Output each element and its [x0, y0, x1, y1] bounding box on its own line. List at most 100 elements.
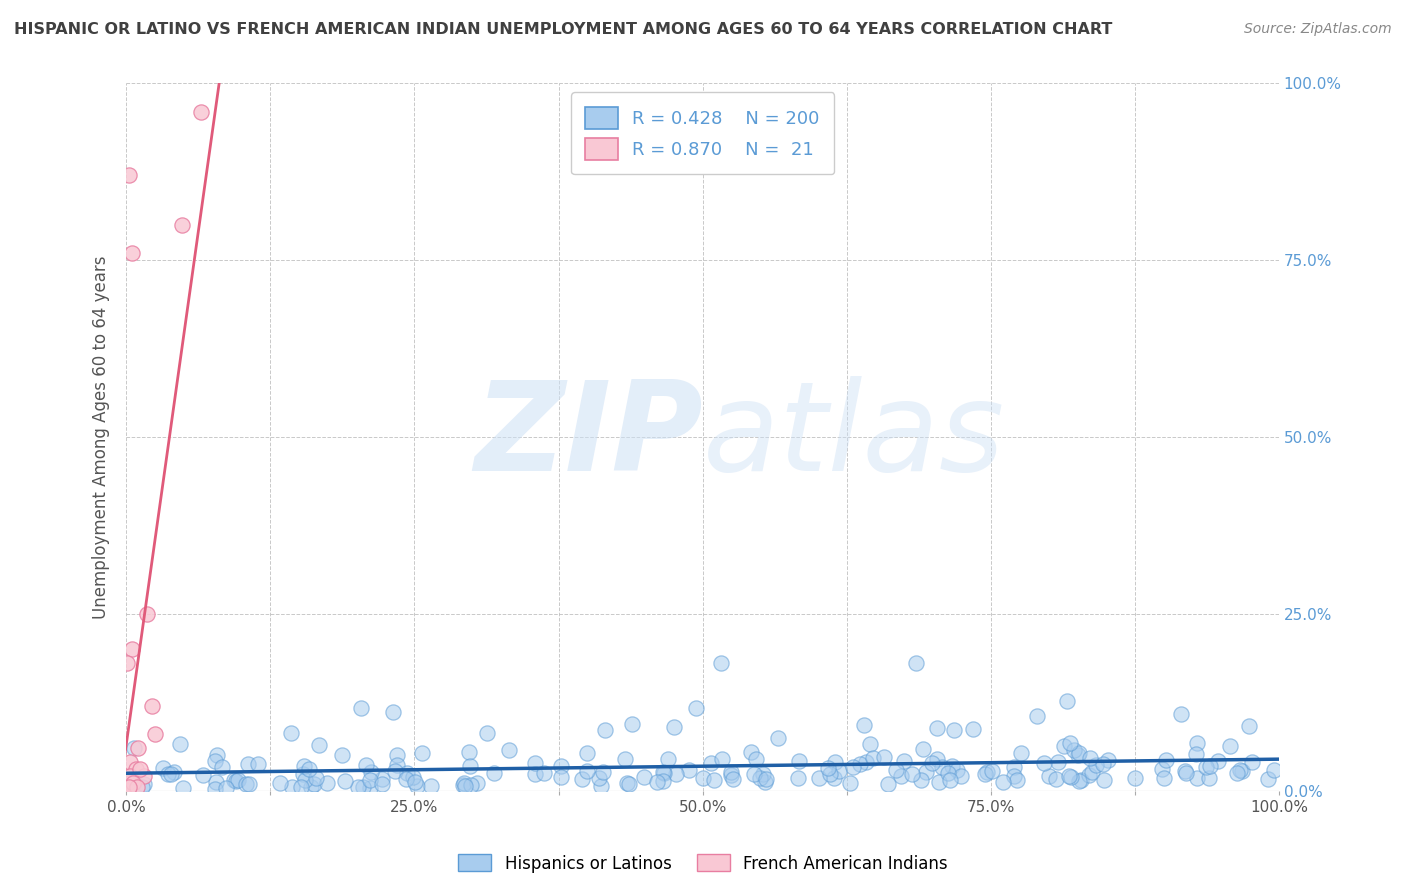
Point	[633, 771, 655, 785]
Point	[131, 780, 153, 794]
Point	[700, 756, 723, 770]
Point	[215, 780, 238, 795]
Point	[127, 741, 149, 756]
Point	[120, 776, 142, 790]
Point	[1154, 753, 1177, 767]
Point	[533, 766, 555, 780]
Point	[665, 767, 688, 781]
Point	[873, 749, 896, 764]
Point	[1045, 772, 1067, 786]
Point	[129, 762, 152, 776]
Point	[651, 764, 673, 779]
Point	[710, 657, 733, 671]
Point	[124, 762, 146, 776]
Point	[411, 746, 433, 760]
Point	[787, 771, 810, 785]
Point	[1005, 772, 1028, 787]
Point	[304, 776, 326, 790]
Point	[710, 752, 733, 766]
Point	[1199, 759, 1222, 773]
Point	[657, 752, 679, 766]
Point	[824, 755, 846, 769]
Point	[1060, 770, 1083, 784]
Point	[588, 772, 610, 786]
Point	[122, 776, 145, 790]
Point	[703, 773, 725, 788]
Point	[458, 745, 481, 759]
Point	[1185, 771, 1208, 785]
Point	[1059, 736, 1081, 750]
Point	[1046, 755, 1069, 769]
Point	[118, 756, 141, 770]
Point	[1229, 764, 1251, 778]
Point	[346, 780, 368, 794]
Point	[236, 756, 259, 771]
Point	[936, 766, 959, 780]
Text: Source: ZipAtlas.com: Source: ZipAtlas.com	[1244, 22, 1392, 37]
Point	[1002, 768, 1025, 782]
Point	[226, 772, 249, 787]
Point	[910, 772, 932, 787]
Point	[292, 759, 315, 773]
Point	[740, 745, 762, 759]
Point	[1063, 743, 1085, 757]
Point	[651, 774, 673, 789]
Point	[117, 657, 139, 671]
Point	[839, 776, 862, 790]
Point	[475, 726, 498, 740]
Point	[204, 782, 226, 797]
Point	[1038, 769, 1060, 783]
Point	[1152, 762, 1174, 776]
Point	[1010, 746, 1032, 760]
Point	[768, 731, 790, 745]
Point	[745, 752, 768, 766]
Point	[1226, 766, 1249, 780]
Point	[121, 246, 143, 260]
Point	[901, 767, 924, 781]
Point	[371, 777, 394, 791]
Point	[1232, 764, 1254, 779]
Point	[1069, 746, 1091, 760]
Point	[404, 774, 426, 789]
Point	[118, 769, 141, 783]
Point	[384, 764, 406, 778]
Point	[1080, 765, 1102, 780]
Point	[396, 766, 419, 780]
Point	[125, 780, 148, 794]
Point	[117, 776, 139, 790]
Point	[169, 737, 191, 751]
Point	[370, 772, 392, 786]
Point	[748, 771, 770, 785]
Point	[592, 764, 614, 779]
Point	[945, 763, 967, 777]
Point	[817, 761, 839, 775]
Point	[172, 780, 194, 795]
Point	[1070, 773, 1092, 788]
Point	[225, 774, 247, 789]
Point	[298, 762, 321, 776]
Point	[931, 760, 953, 774]
Point	[141, 698, 163, 713]
Point	[387, 758, 409, 772]
Point	[981, 764, 1004, 779]
Point	[330, 748, 353, 763]
Point	[121, 642, 143, 657]
Point	[204, 775, 226, 789]
Point	[576, 764, 599, 779]
Point	[755, 772, 778, 786]
Point	[1175, 766, 1198, 780]
Point	[524, 767, 547, 781]
Point	[976, 764, 998, 779]
Point	[742, 767, 765, 781]
Text: HISPANIC OR LATINO VS FRENCH AMERICAN INDIAN UNEMPLOYMENT AMONG AGES 60 TO 64 YE: HISPANIC OR LATINO VS FRENCH AMERICAN IN…	[14, 22, 1112, 37]
Point	[238, 777, 260, 791]
Point	[939, 772, 962, 787]
Point	[406, 779, 429, 793]
Point	[1067, 747, 1090, 762]
Point	[893, 754, 915, 768]
Point	[1153, 771, 1175, 785]
Point	[550, 759, 572, 773]
Point	[122, 774, 145, 789]
Point	[159, 767, 181, 781]
Point	[291, 767, 314, 781]
